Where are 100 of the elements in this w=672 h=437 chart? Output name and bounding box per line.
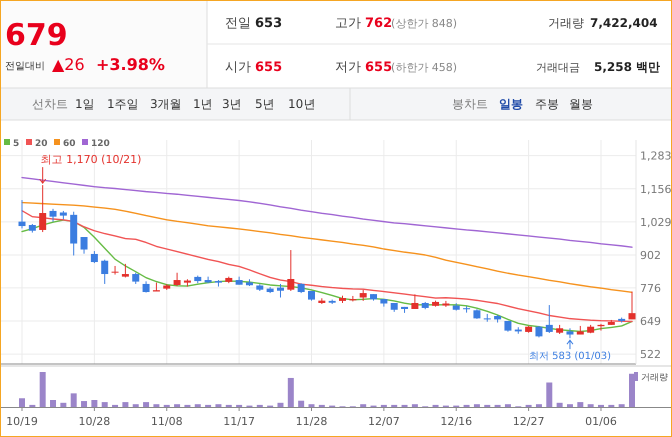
x-tick-label: 10/19 [6,415,38,428]
y-tick-label: 522 [640,348,661,362]
x-tick-label: 11/08 [150,415,183,428]
bar [360,404,366,407]
bar [153,404,160,407]
x-tick-label: 01/06 [585,415,617,428]
candlestick [628,291,636,320]
bar [556,402,563,407]
text: 거래대금 [536,61,580,74]
annotation: 최저 583 (01/03) [528,351,612,362]
candlestick [18,199,26,229]
text: 5,258 백만 [594,60,660,74]
text: 시가 [225,60,251,75]
bar [546,382,552,407]
text: 655 [255,60,282,75]
bar [60,402,66,407]
text: 주봉 [535,97,559,111]
bar [215,404,222,407]
bar [588,404,594,407]
candlestick [50,208,57,222]
candlestick [39,184,46,233]
line-series [21,202,633,293]
bar [288,378,294,407]
y-tick-label: 1,283 [640,150,672,163]
text: 655 [365,60,392,75]
text: 3년 [222,97,242,111]
bar [174,404,180,407]
legend-label: 거래량 [641,373,668,383]
text: 고가 [335,16,361,31]
bar [577,402,584,407]
bar [298,400,304,407]
text: 저가 [335,60,361,75]
text: 1년 [193,97,213,111]
legend-label: 20 [35,139,48,149]
legend-label: 60 [63,139,76,149]
candlestick [360,289,367,302]
text: 10년 [288,97,316,111]
bar [629,374,635,407]
candlestick [90,250,98,264]
text: 5년 [255,97,275,111]
line-series [21,176,633,248]
bar [122,402,128,407]
bar [143,402,150,407]
candlestick [276,283,284,298]
x-tick-label: 12/27 [512,415,544,428]
candlestick [411,294,418,310]
text: 봉차트 [452,97,488,111]
y-tick-label: 649 [640,314,661,328]
x-tick-label: 12/16 [440,415,472,428]
text: 선차트 [32,97,68,111]
x-tick-label: 11/17 [223,415,255,428]
y-tick-label: 902 [640,249,661,262]
candlestick [556,324,564,335]
text: 762 [365,16,392,31]
text: 3개월 [150,97,182,111]
text: (상한가 848) [391,17,458,30]
legend-label: 120 [91,139,110,149]
bar [566,404,573,407]
candlestick [174,272,181,287]
text: 1일 [75,97,95,111]
legend-label: 5 [13,139,20,149]
y-tick-label: 776 [640,282,661,295]
bar [19,398,25,407]
x-tick-label: 11/28 [296,415,328,428]
text: 거래량 [548,16,584,30]
bar [50,400,56,407]
x-tick-label: 10/28 [78,415,110,428]
candlestick [132,272,140,284]
y-tick-label: 1,156 [640,182,672,196]
text: (하한가 458) [391,61,458,74]
bar [194,404,201,407]
text: ▲26 [52,55,85,74]
bar [474,404,480,407]
text: 일봉 [499,97,523,111]
text: 월봉 [569,97,593,111]
x-tick-label: 12/07 [368,415,400,428]
y-tick-label: 1,029 [640,216,672,229]
annotation: 최고 1,170 (10/21) [40,153,142,166]
candlestick [80,236,88,254]
text: 1주일 [107,97,139,111]
candlestick [473,308,480,320]
text: 전일대비 [5,61,45,72]
bar [308,404,314,407]
bar [70,393,77,407]
text: +3.98% [96,55,165,74]
text: 653 [255,16,282,31]
bar [504,404,511,407]
candlestick [535,325,542,338]
text: 전일 [225,16,251,31]
candlestick [122,263,129,278]
candlestick [566,328,574,339]
bar [81,401,88,407]
candlestick [484,313,491,322]
candlestick [546,304,553,334]
text: 7,422,404 [590,16,658,30]
candlestick [142,280,150,294]
text: 679 [5,18,68,53]
bar [618,404,625,407]
candlestick [298,282,305,294]
bar [277,402,284,407]
